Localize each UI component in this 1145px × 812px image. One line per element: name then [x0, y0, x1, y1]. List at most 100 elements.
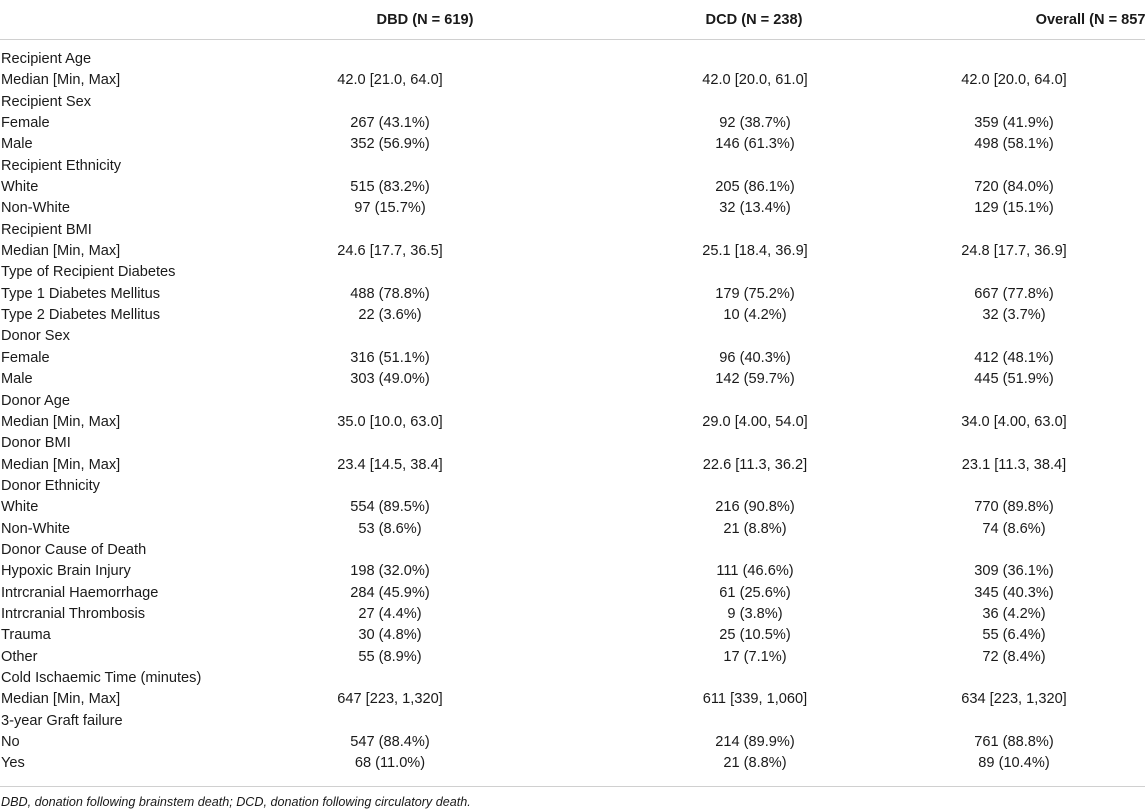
table-row: 3-year Graft failure [0, 711, 1145, 732]
cell-overall: 498 (58.1%) [974, 136, 1054, 153]
table-row: Male 303 (49.0%) 142 (59.7%) 445 (51.9%) [0, 369, 1145, 390]
table-row: Median [Min, Max] 647 [223, 1,320] 611 [33… [0, 689, 1145, 710]
cell-dcd: 214 (89.9%) [715, 734, 795, 750]
row-label: Cold Ischaemic Time (minutes) [1, 669, 202, 686]
cell-dcd: 21 (8.8%) [723, 520, 787, 537]
cell-dcd: 92 (38.7%) [719, 115, 791, 132]
row-label: Donor Cause of Death [1, 541, 147, 558]
table-row: Median [Min, Max] 42.0 [21.0, 64.0] 42.0 [… [0, 70, 1145, 91]
header-dbd: DBD (N = 619) [376, 12, 474, 28]
table-row: No 547 (88.4%) 214 (89.9%) 761 (88.8%) [0, 732, 1145, 753]
cell-dbd: 55 (8.9%) [358, 648, 422, 665]
row-label: Female [1, 349, 50, 366]
row-label: Median [Min, Max] [1, 413, 121, 430]
table-row: Donor Ethnicity [0, 476, 1145, 497]
cell-dcd: 10 (4.2%) [723, 307, 787, 324]
row-label: Trauma [1, 627, 51, 644]
table-row: Male 352 (56.9%) 146 (61.3%) 498 (58.1%) [0, 134, 1145, 155]
table-row: Female 316 (51.1%) 96 (40.3%) 412 (48.1%) [0, 348, 1145, 369]
cell-overall: 761 (88.8%) [974, 734, 1054, 750]
characteristics-table: DBD (N = 619) DCD (N = 238) Overall (N =… [0, 0, 1145, 775]
cell-overall: 667 (77.8%) [974, 285, 1054, 302]
row-label: Recipient Sex [1, 93, 92, 110]
table-row: Median [Min, Max] 23.4 [14.5, 38.4] 22.6 [… [0, 455, 1145, 476]
table-row: White 515 (83.2%) 205 (86.1%) 720 (84.0%) [0, 177, 1145, 198]
table-row: Recipient BMI [0, 220, 1145, 241]
cell-dcd: 111 (46.6%) [716, 563, 794, 580]
cell-overall: 72 (8.4%) [982, 648, 1046, 665]
table-row: Donor Cause of Death [0, 540, 1145, 561]
cell-dbd: 53 (8.6%) [358, 520, 422, 537]
table-body: Recipient Age Median [Min, Max] 42.0 [21.0… [0, 49, 1145, 775]
cell-overall: 36 (4.2%) [982, 605, 1046, 622]
header-dcd: DCD (N = 238) [705, 12, 803, 28]
cell-dbd: 22 (3.6%) [358, 307, 422, 324]
row-label: Type of Recipient Diabetes [1, 264, 176, 281]
cell-overall: 770 (89.8%) [974, 499, 1054, 516]
table-row: Type of Recipient Diabetes [0, 262, 1145, 283]
table-row: Trauma 30 (4.8%) 25 (10.5%) 55 (6.4%) [0, 625, 1145, 646]
cell-dbd: 303 (49.0%) [350, 371, 430, 388]
table-row: Intrcranial Thrombosis 27 (4.4%) 9 (3.8%) 3… [0, 604, 1145, 625]
table-bottom-rule [0, 786, 1145, 787]
cell-dcd: 611 [339, 1,060] [702, 691, 808, 708]
table-row: Donor BMI [0, 433, 1145, 454]
row-label: White [1, 179, 39, 196]
cell-dbd: 316 (51.1%) [350, 349, 430, 366]
table-row: Non-White 53 (8.6%) 21 (8.8%) 74 (8.6%) [0, 519, 1145, 540]
row-label: Hypoxic Brain Injury [1, 563, 131, 580]
cell-dbd: 68 (11.0%) [354, 755, 426, 772]
row-label: Male [1, 136, 33, 153]
cell-dcd: 9 (3.8%) [727, 605, 783, 622]
cell-overall: 32 (3.7%) [982, 307, 1046, 324]
cell-overall: 359 (41.9%) [974, 115, 1054, 132]
cell-dcd: 21 (8.8%) [723, 755, 787, 772]
row-label: Donor BMI [1, 435, 71, 452]
cell-dbd: 267 (43.1%) [350, 115, 430, 132]
cell-dcd: 96 (40.3%) [719, 349, 791, 366]
cell-dcd: 205 (86.1%) [715, 179, 795, 196]
row-label: Other [1, 648, 38, 665]
cell-dcd: 216 (90.8%) [715, 499, 795, 516]
table-row: Type 2 Diabetes Mellitus 22 (3.6%) 10 (4.2… [0, 305, 1145, 326]
table-row: Non-White 97 (15.7%) 32 (13.4%) 129 (15.1%) [0, 198, 1145, 219]
table-row: Donor Sex [0, 326, 1145, 347]
cell-overall: 445 (51.9%) [974, 371, 1054, 388]
table-row: Donor Age [0, 391, 1145, 412]
table-header-row: DBD (N = 619) DCD (N = 238) Overall (N =… [0, 0, 1145, 40]
table-row: Recipient Ethnicity [0, 156, 1145, 177]
cell-overall: 24.8 [17.7, 36.9] [961, 243, 1067, 260]
table-row: Recipient Sex [0, 92, 1145, 113]
cell-overall: 634 [223, 1,320] [961, 691, 1067, 708]
row-label: Yes [1, 755, 25, 772]
cell-overall: 309 (36.1%) [974, 563, 1054, 580]
row-label: 3-year Graft failure [1, 712, 123, 729]
cell-dcd: 61 (25.6%) [719, 584, 791, 601]
row-label: Recipient Age [1, 51, 92, 67]
row-label: No [1, 734, 20, 750]
cell-overall: 345 (40.3%) [974, 584, 1054, 601]
row-label: Median [Min, Max] [1, 691, 121, 708]
cell-dbd: 352 (56.9%) [350, 136, 430, 153]
cell-dbd: 198 (32.0%) [350, 563, 430, 580]
cell-dcd: 179 (75.2%) [715, 285, 795, 302]
row-label: Donor Ethnicity [1, 477, 100, 494]
row-label: Female [1, 115, 50, 132]
cell-dbd: 515 (83.2%) [350, 179, 430, 196]
row-label: Type 1 Diabetes Mellitus [1, 285, 160, 302]
table-row: White 554 (89.5%) 216 (90.8%) 770 (89.8%) [0, 497, 1145, 518]
cell-dbd: 647 [223, 1,320] [337, 691, 443, 708]
table-row: Median [Min, Max] 35.0 [10.0, 63.0] 29.0 [… [0, 412, 1145, 433]
cell-dbd: 554 (89.5%) [350, 499, 430, 516]
table-row: Recipient Age [0, 49, 1145, 70]
row-label: Intrcranial Haemorrhage [1, 584, 159, 601]
cell-overall: 74 (8.6%) [982, 520, 1046, 537]
cell-overall: 129 (15.1%) [974, 200, 1054, 217]
row-label: Non-White [1, 200, 70, 217]
row-label: Median [Min, Max] [1, 72, 121, 89]
cell-overall: 89 (10.4%) [978, 755, 1050, 772]
cell-dbd: 488 (78.8%) [350, 285, 430, 302]
cell-dbd: 24.6 [17.7, 36.5] [337, 243, 443, 260]
table-row: Other 55 (8.9%) 17 (7.1%) 72 (8.4%) [0, 647, 1145, 668]
cell-overall: 55 (6.4%) [982, 627, 1046, 644]
